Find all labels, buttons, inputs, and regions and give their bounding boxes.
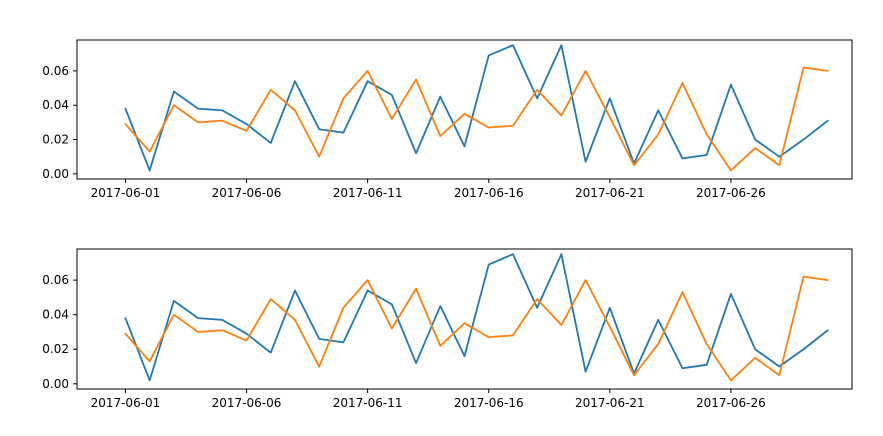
x-tick-label: 2017-06-11: [333, 396, 403, 410]
y-tick-label: 0.00: [42, 377, 69, 391]
y-tick-label: 0.04: [42, 98, 69, 112]
x-tick-label: 2017-06-01: [91, 396, 161, 410]
series-line-2: [124, 275, 829, 382]
x-tick-label: 2017-06-01: [91, 186, 161, 200]
axes-frame: [76, 248, 853, 390]
x-tick-label: 2017-06-06: [212, 396, 282, 410]
x-tick-label: 2017-06-16: [454, 186, 524, 200]
x-tick-label: 2017-06-26: [696, 186, 766, 200]
y-tick-label: 0.06: [42, 64, 69, 78]
x-tick-label: 2017-06-16: [454, 396, 524, 410]
x-tick-label: 2017-06-21: [575, 396, 645, 410]
series-line-1: [124, 253, 829, 382]
series-line-1: [124, 44, 829, 172]
x-tick-label: 2017-06-06: [212, 186, 282, 200]
y-tick-label: 0.02: [42, 133, 69, 147]
subplot-top: 0.00 0.02 0.04 0.06 2017-06-01 2017-06-06 2017…: [42, 39, 853, 200]
subplot-bottom: 0.00 0.02 0.04 0.06 2017-06-01 2017-06-06 2017…: [42, 248, 853, 410]
y-tick-label: 0.06: [42, 273, 69, 287]
x-tick-label: 2017-06-26: [696, 396, 766, 410]
y-tick-label: 0.02: [42, 342, 69, 356]
y-tick-label: 0.00: [42, 167, 69, 181]
axes-frame: [76, 39, 853, 180]
x-tick-label: 2017-06-11: [333, 186, 403, 200]
series-line-2: [124, 66, 829, 172]
y-tick-label: 0.04: [42, 308, 69, 322]
x-tick-label: 2017-06-21: [575, 186, 645, 200]
